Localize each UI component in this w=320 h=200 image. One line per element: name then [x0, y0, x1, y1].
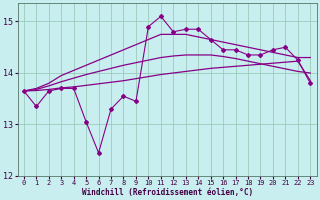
X-axis label: Windchill (Refroidissement éolien,°C): Windchill (Refroidissement éolien,°C): [82, 188, 253, 197]
